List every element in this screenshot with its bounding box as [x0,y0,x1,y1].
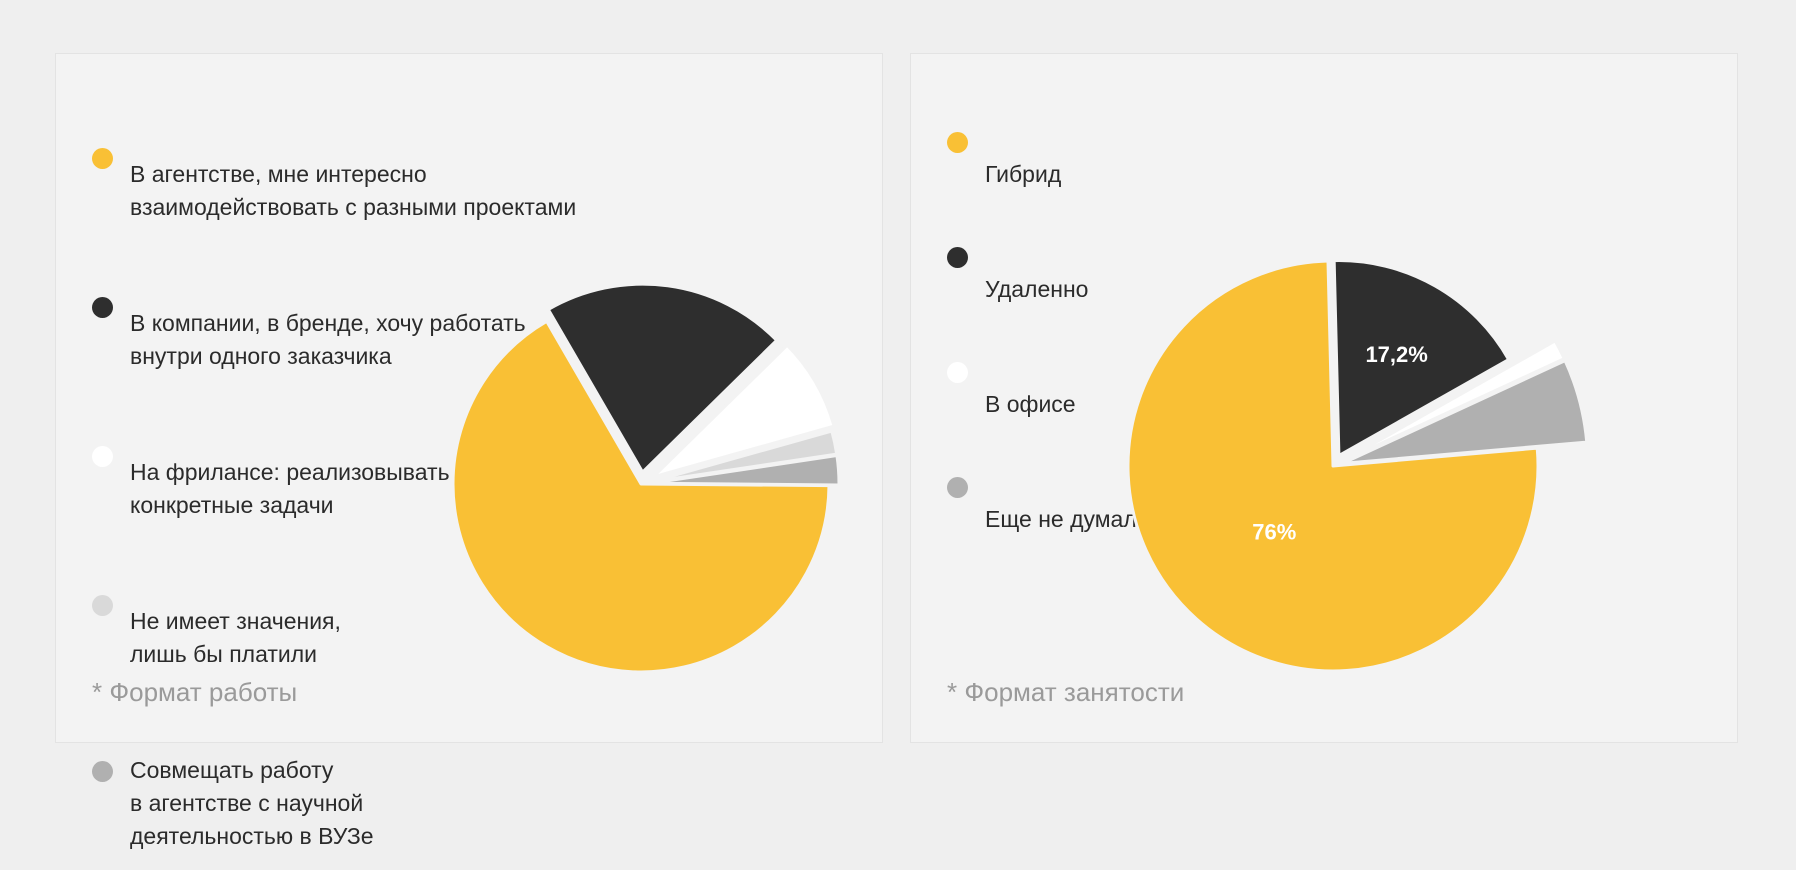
legend-label-remote: Удаленно [985,276,1089,302]
legend-item-no-matter: Не имеет значения, лишь бы платили [92,539,576,671]
chart-card-employment-format: Гибрид Удаленно В офисе Еще не думал/а 7… [910,53,1738,743]
pie-slice-2 [1340,339,1566,463]
data-label-1: 17,2% [1365,342,1427,367]
legend-dot-agency [92,148,113,169]
legend-dot-remote [947,246,968,268]
legend-dot-hybrid [947,131,968,153]
pie-slice-3 [1341,359,1589,465]
pie-chart-work-format [451,282,841,674]
legend-item-agency: В агентстве, мне интересно взаимодейство… [92,92,576,224]
legend-dot-undecided [947,476,968,498]
legend: В агентстве, мне интересно взаимодейство… [92,92,576,870]
legend-item-freelance: На фрилансе: реализовывать конкретные за… [92,390,576,522]
chart-footnote: * Формат занятости [947,677,1185,707]
legend-label-no-matter: Не имеет значения, лишь бы платили [130,608,341,667]
pie-chart-employment-format: 76% 17,2% [1126,259,1589,673]
legend-item-company: В компании, в бренде, хочу работать внут… [92,241,576,373]
legend-dot-freelance [92,446,113,467]
pie-slice-2 [651,343,836,479]
data-label-0: 76% [1252,520,1296,545]
chart-footnote: * Формат работы [92,677,298,707]
pie-slice-1 [1332,259,1511,458]
legend-item-hybrid: Гибрид [947,92,1156,191]
legend-label-office: В офисе [985,391,1076,417]
legend-item-remote: Удаленно [947,207,1156,306]
legend-label-combine-university: Совмещать работу в агентстве с научной д… [130,757,374,849]
legend-dot-no-matter [92,595,113,616]
legend-dot-combine-university [92,760,113,782]
pie-slice-4 [649,454,841,487]
legend-label-agency: В агентстве, мне интересно взаимодейство… [130,161,577,220]
legend-label-freelance: На фрилансе: реализовывать конкретные за… [130,459,450,518]
chart-card-work-format: В агентстве, мне интересно взаимодейство… [55,53,883,849]
legend-item-office: В офисе [947,322,1156,421]
pie-slice-0 [1126,259,1540,673]
legend-label-company: В компании, в бренде, хочу работать внут… [130,310,526,369]
pie-slice-1 [546,282,779,474]
legend-label-hybrid: Гибрид [985,161,1062,187]
legend-dot-company [92,297,113,318]
legend-dot-office [947,361,968,383]
pie-slice-0 [451,319,831,674]
